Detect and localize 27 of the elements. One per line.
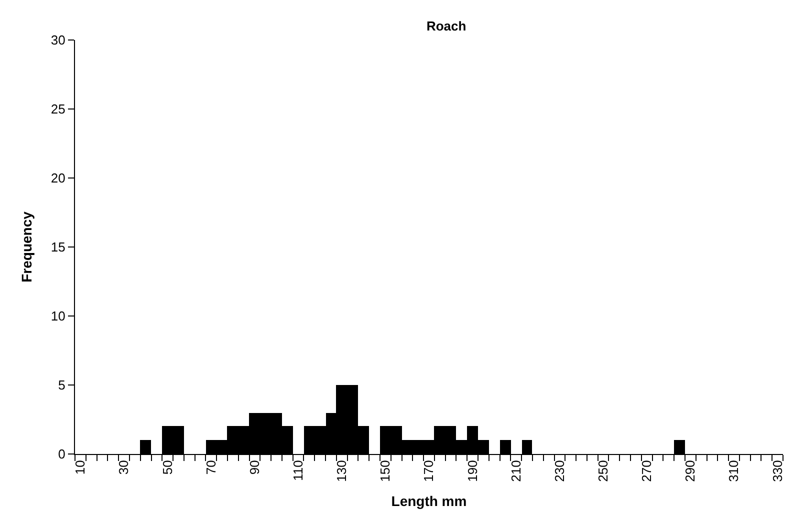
x-tick-label: 30 xyxy=(116,460,132,475)
y-tick-label: 30 xyxy=(50,32,66,48)
x-tick-label: 90 xyxy=(246,460,262,475)
y-tick-label: 10 xyxy=(50,308,66,324)
y-tick-label: 5 xyxy=(58,378,66,393)
x-tick-label: 130 xyxy=(334,460,350,482)
y-tick-label: 0 xyxy=(58,446,66,462)
chart-title: Roach xyxy=(426,18,466,34)
y-axis-title: Frequency xyxy=(18,211,35,282)
x-tick-label: 190 xyxy=(464,460,480,482)
y-tick-label: 15 xyxy=(50,240,66,255)
x-tick-label: 50 xyxy=(160,460,175,475)
x-tick-label: 310 xyxy=(726,460,742,482)
x-tick-label: 70 xyxy=(203,460,218,475)
y-tick-label: 25 xyxy=(50,102,66,117)
x-tick-label: 10 xyxy=(72,460,88,475)
x-tick-label: 270 xyxy=(639,460,654,482)
x-tick-label: 230 xyxy=(552,460,567,482)
y-tick-label: 20 xyxy=(50,170,66,186)
x-tick-label: 290 xyxy=(682,460,698,482)
x-tick-label: 110 xyxy=(290,460,306,481)
x-tick-label: 330 xyxy=(770,460,785,482)
x-tick-label: 250 xyxy=(596,460,611,482)
x-tick-label: 150 xyxy=(378,460,393,482)
x-axis-title: Length mm xyxy=(391,493,467,510)
x-tick-label: 170 xyxy=(421,460,436,482)
x-tick-label: 210 xyxy=(508,460,524,482)
